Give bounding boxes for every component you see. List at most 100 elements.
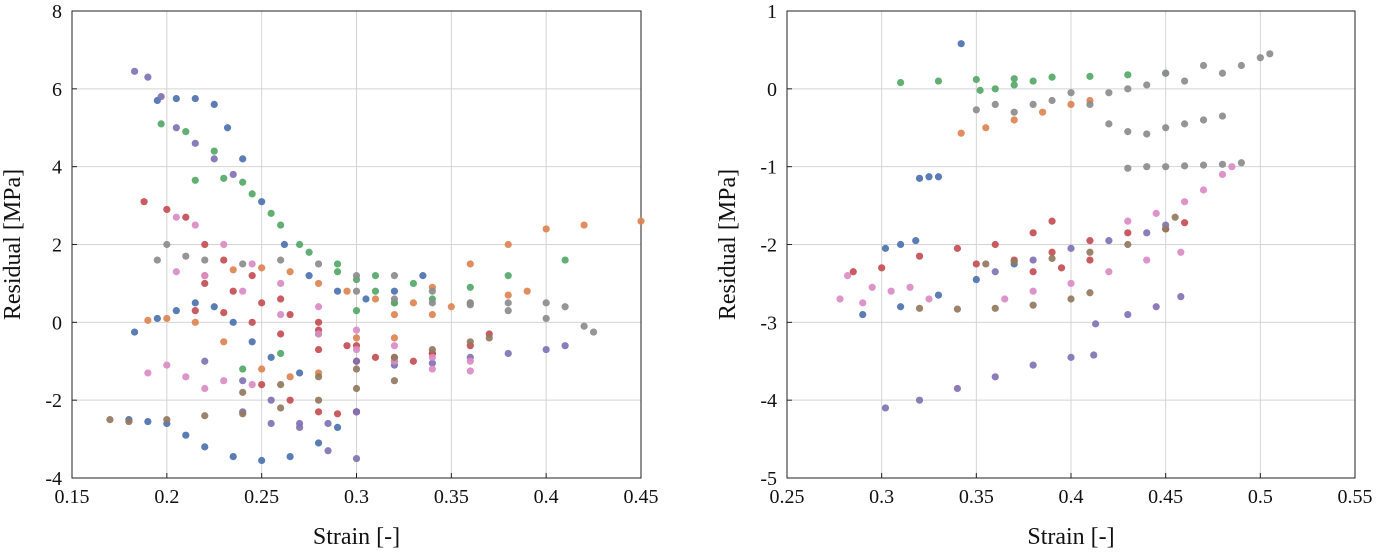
series-blue-4 — [859, 260, 1018, 319]
data-point — [210, 147, 218, 155]
data-point — [223, 124, 232, 132]
data-point — [352, 345, 361, 354]
series-pink-2 — [172, 213, 474, 365]
data-point — [277, 279, 285, 288]
data-point — [314, 330, 323, 338]
data-point — [220, 174, 228, 182]
series-red-3 — [201, 279, 417, 365]
series-green-1 — [157, 120, 417, 288]
data-point — [1143, 130, 1151, 138]
data-point — [1162, 163, 1170, 171]
data-point — [976, 86, 984, 94]
data-point — [523, 287, 531, 295]
x-tick-label: 0.4 — [1059, 486, 1084, 508]
data-point — [163, 240, 171, 249]
data-point — [925, 173, 933, 181]
data-point — [390, 334, 399, 342]
data-point — [1029, 268, 1037, 276]
data-point — [561, 342, 569, 350]
data-point — [1181, 120, 1189, 128]
data-point — [248, 190, 256, 198]
series-orange-1 — [957, 96, 1094, 137]
data-point — [220, 309, 228, 317]
data-point — [220, 338, 228, 346]
data-point — [972, 260, 980, 268]
data-point — [172, 213, 180, 221]
data-point — [343, 342, 351, 350]
data-point — [466, 338, 474, 346]
data-point — [1105, 89, 1113, 97]
data-point — [1086, 289, 1094, 297]
y-tick-label: 2 — [52, 235, 62, 257]
data-point — [140, 198, 148, 206]
data-point — [836, 295, 844, 303]
y-tick-label: -3 — [760, 312, 777, 334]
data-point — [409, 279, 417, 288]
data-point — [589, 328, 598, 336]
data-point — [1237, 159, 1245, 167]
data-point — [239, 178, 247, 186]
data-point — [333, 287, 342, 295]
data-point — [1048, 248, 1056, 256]
data-point — [277, 295, 285, 303]
data-point — [352, 334, 361, 342]
data-point — [229, 287, 237, 295]
data-point — [163, 416, 171, 424]
data-point — [267, 396, 275, 404]
data-point — [352, 272, 361, 280]
data-point — [1067, 100, 1075, 108]
data-point — [314, 318, 323, 326]
data-point — [991, 100, 999, 108]
data-point — [172, 94, 180, 103]
data-point — [1177, 248, 1185, 256]
data-point — [953, 244, 962, 252]
data-point — [1010, 258, 1018, 266]
y-tick-label: 0 — [52, 312, 62, 334]
data-point — [153, 314, 161, 323]
series-green-1 — [897, 69, 1170, 87]
data-point — [191, 318, 199, 326]
data-point — [352, 365, 361, 373]
data-point — [314, 345, 323, 354]
y-tick-label: -4 — [45, 468, 62, 490]
x-tick-label: 0.25 — [244, 486, 279, 508]
data-point — [1143, 256, 1151, 264]
series-purple-1 — [881, 351, 1098, 412]
data-point — [153, 256, 161, 264]
data-point — [1218, 69, 1227, 77]
data-point — [1124, 217, 1132, 225]
data-point — [201, 412, 209, 420]
data-point — [390, 287, 399, 295]
data-point — [201, 357, 209, 365]
data-point — [172, 268, 180, 276]
data-point — [878, 264, 886, 272]
series-gray-2 — [352, 287, 569, 311]
data-point — [210, 100, 218, 108]
data-point — [887, 287, 895, 295]
data-point — [352, 408, 361, 416]
data-point — [504, 272, 512, 280]
data-point — [1199, 186, 1208, 194]
data-point — [1029, 287, 1037, 295]
y-tick-label: 0 — [767, 79, 777, 101]
data-point — [1143, 229, 1151, 237]
data-point — [352, 307, 361, 315]
data-point — [371, 272, 380, 280]
data-point — [239, 287, 247, 295]
series-blue-1 — [957, 40, 965, 48]
series-blue-1 — [153, 94, 427, 303]
data-point — [314, 279, 323, 288]
data-point — [1199, 161, 1208, 169]
series-red-1 — [849, 217, 1056, 276]
y-tick-label: 6 — [52, 79, 62, 101]
data-point — [504, 291, 512, 299]
data-point — [1162, 124, 1170, 132]
data-point — [371, 287, 380, 295]
data-point — [201, 240, 209, 249]
data-point — [1001, 295, 1009, 303]
x-axis-title: Strain [-] — [1027, 524, 1114, 550]
x-tick-label: 0.3 — [344, 486, 369, 508]
data-point — [561, 303, 569, 311]
series-gray-2 — [1105, 112, 1227, 138]
data-point — [201, 443, 209, 451]
